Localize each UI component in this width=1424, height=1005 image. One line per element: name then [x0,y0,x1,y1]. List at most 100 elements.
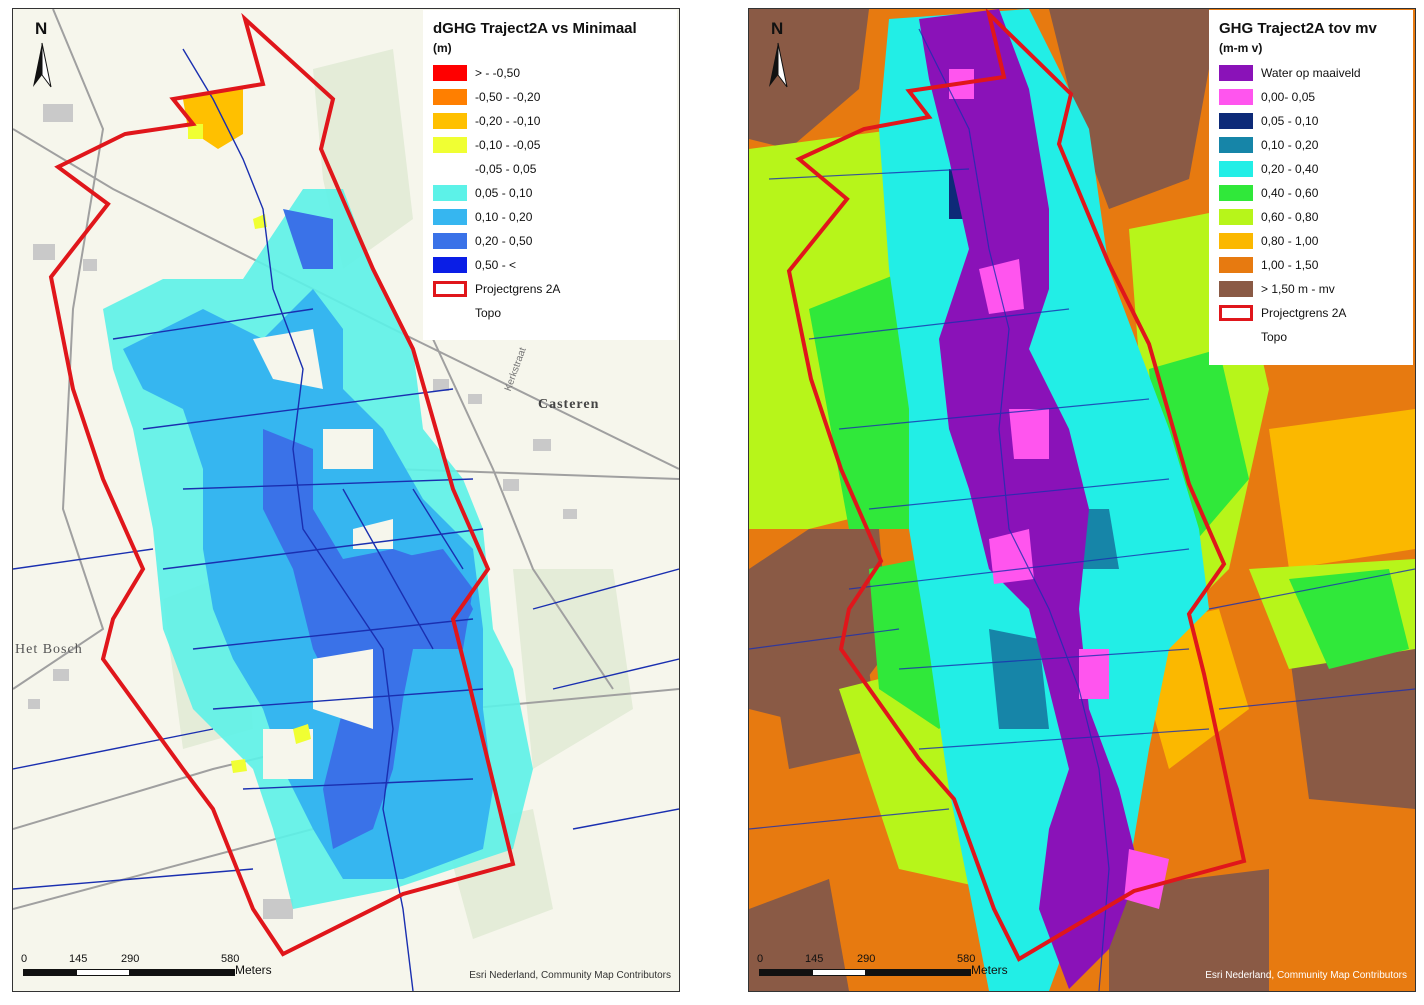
legend-label: Topo [475,306,502,320]
legend-label: Projectgrens 2A [1261,306,1347,320]
legend-swatch [433,137,467,153]
legend-left: dGHG Traject2A vs Minimaal (m) > - -0,50… [423,10,677,340]
legend-swatch [1219,113,1253,129]
topo-buildings [28,104,577,919]
legend-label: -0,50 - -0,20 [475,90,541,104]
legend-unit: (m-m v) [1219,41,1263,55]
legend-title: dGHG Traject2A vs Minimaal [433,20,637,37]
legend-label: 0,20 - 0,40 [1261,162,1319,176]
legend-row-topo: Topo [433,301,667,325]
scale-bar-graphic [23,969,235,976]
north-label: N [771,19,784,38]
legend-label: -0,05 - 0,05 [475,162,537,176]
legend-swatch-boundary [433,281,467,297]
project-boundary-2A [48,12,516,957]
legend-label: > 1,50 m - mv [1261,282,1335,296]
legend-row: 1,00 - 1,50 [1219,253,1403,277]
legend-swatch [1219,65,1253,81]
legend-row: -0,05 - 0,05 [433,157,667,181]
map-right[interactable]: N GHG Traject2A tov mv (m-m v) Water op … [748,8,1416,992]
legend-label: -0,10 - -0,05 [475,138,541,152]
legend-items: > - -0,50 -0,50 - -0,20 -0,20 - -0,10 -0,10… [433,61,667,277]
legend-label: 0,10 - 0,20 [1261,138,1319,152]
project-boundary-2A [786,9,1247,962]
scale-tick: 0 [21,953,28,965]
legend-row-boundary: Projectgrens 2A [433,277,667,301]
north-label: N [35,19,48,38]
scale-tick: 0 [757,953,764,965]
legend-swatch [433,209,467,225]
legend-swatch [1219,257,1253,273]
legend-label: 1,00 - 1,50 [1261,258,1319,272]
legend-swatch [433,113,467,129]
map-attribution: Esri Nederland, Community Map Contributo… [469,970,671,981]
legend-row: Water op maaiveld [1219,61,1403,85]
legend-row: 0,20 - 0,50 [433,229,667,253]
scale-unit: Meters [971,963,1008,977]
legend-row: -0,10 - -0,05 [433,133,667,157]
legend-swatch [433,65,467,81]
map-left[interactable]: N Casteren Het Bosch Kerkstraat dGHG Tra… [12,8,680,992]
scale-unit: Meters [235,963,272,977]
scale-tick: 290 [857,953,876,965]
legend-swatch [433,257,467,273]
water-lines [13,48,679,991]
legend-row: > - -0,50 [433,61,667,85]
legend-row: > 1,50 m - mv [1219,277,1403,301]
legend-row: 0,60 - 0,80 [1219,205,1403,229]
legend-label: Water op maaiveld [1261,66,1361,80]
legend-label: 0,20 - 0,50 [475,234,533,248]
legend-row-topo: Topo [1219,325,1403,349]
legend-swatch [433,89,467,105]
legend-row: 0,80 - 1,00 [1219,229,1403,253]
legend-swatch [1219,137,1253,153]
legend-row: 0,05 - 0,10 [1219,109,1403,133]
legend-swatch [433,185,467,201]
legend-label: 0,40 - 0,60 [1261,186,1319,200]
no-change-areas [253,329,393,779]
legend-label: 0,00- 0,05 [1261,90,1316,104]
right-map-canvas [749,9,1415,991]
legend-label: 0,10 - 0,20 [475,210,533,224]
legend-right: GHG Traject2A tov mv (m-m v) Water op ma… [1209,10,1413,365]
north-arrow-icon [769,42,788,88]
legend-row: 0,10 - 0,20 [1219,133,1403,157]
legend-swatch [1219,161,1253,177]
legend-swatch [1219,233,1253,249]
place-label-het-bosch: Het Bosch [15,642,83,657]
legend-swatch [1219,185,1253,201]
legend-row: 0,05 - 0,10 [433,181,667,205]
legend-row: -0,20 - -0,10 [433,109,667,133]
legend-row: 0,40 - 0,60 [1219,181,1403,205]
legend-swatch [1219,209,1253,225]
north-arrow-icon [33,42,52,88]
legend-swatch-topo [433,305,467,321]
map-attribution: Esri Nederland, Community Map Contributo… [1205,970,1407,981]
legend-row-boundary: Projectgrens 2A [1219,301,1403,325]
legend-label: 0,05 - 0,10 [475,186,533,200]
place-label-casteren: Casteren [538,397,600,412]
legend-label: 0,05 - 0,10 [1261,114,1319,128]
legend-label: 0,60 - 0,80 [1261,210,1319,224]
scale-bar: 0 145 290 580 Meters [21,953,281,983]
scale-tick: 145 [69,953,88,965]
legend-row: 0,50 - < [433,253,667,277]
legend-row: -0,50 - -0,20 [433,85,667,109]
scale-bar: 0 145 290 580 Meters [757,953,1017,983]
north-arrow: N [763,19,793,89]
legend-swatch [1219,89,1253,105]
scale-bar-graphic [759,969,971,976]
water-lines [749,28,1415,991]
legend-label: 0,80 - 1,00 [1261,234,1319,248]
negative-anomaly-patches [183,89,311,773]
legend-label: > - -0,50 [475,66,521,80]
legend-row: 0,10 - 0,20 [433,205,667,229]
legend-row: 0,20 - 0,40 [1219,157,1403,181]
legend-swatch [433,233,467,249]
legend-swatch-topo [1219,329,1253,345]
legend-swatch-boundary [1219,305,1253,321]
scale-tick: 580 [957,953,976,965]
legend-row: 0,00- 0,05 [1219,85,1403,109]
scale-tick: 290 [121,953,140,965]
scale-tick: 580 [221,953,240,965]
